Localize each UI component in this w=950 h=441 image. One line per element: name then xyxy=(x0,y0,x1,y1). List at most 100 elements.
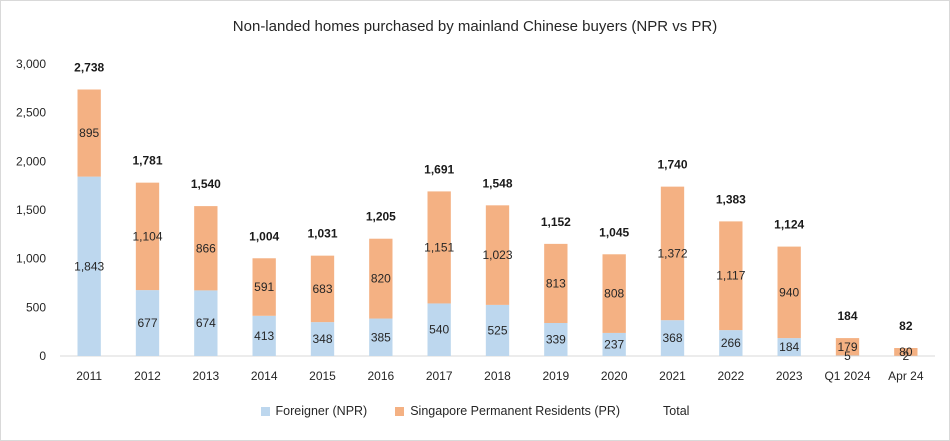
x-tick-label: 2015 xyxy=(309,369,336,383)
x-tick-label: 2011 xyxy=(76,369,102,383)
data-label-total: 1,031 xyxy=(307,227,337,241)
bar-pr xyxy=(777,246,801,339)
bar-npr xyxy=(252,315,276,356)
legend-swatch-total xyxy=(648,407,657,416)
y-tick-label: 1,000 xyxy=(16,252,46,266)
data-label-npr: 348 xyxy=(312,332,332,346)
legend-swatch-npr xyxy=(260,406,270,416)
bar-pr xyxy=(660,186,685,321)
data-label-total: 82 xyxy=(899,319,913,333)
legend-swatch-pr xyxy=(395,406,405,416)
bar-pr xyxy=(135,182,160,291)
data-label-npr: 540 xyxy=(429,323,449,337)
data-label-npr: 266 xyxy=(721,336,741,350)
legend-item-total: Total xyxy=(648,404,689,418)
bar-pr xyxy=(252,258,276,316)
x-tick-label: 2017 xyxy=(426,369,453,383)
y-tick-label: 0 xyxy=(39,349,46,363)
data-label-total: 1,540 xyxy=(191,177,221,191)
bar-pr xyxy=(894,348,918,356)
data-label-npr: 184 xyxy=(779,340,799,354)
bar-pr xyxy=(602,254,626,333)
data-label-npr: 5 xyxy=(844,349,851,363)
bar-npr xyxy=(194,290,218,356)
x-tick-label: 2014 xyxy=(251,369,278,383)
data-label-total: 1,045 xyxy=(599,225,629,239)
data-label-pr: 80 xyxy=(899,345,913,359)
x-tick-label: 2012 xyxy=(134,369,161,383)
data-label-npr: 339 xyxy=(546,333,566,347)
data-label-pr: 895 xyxy=(79,126,99,140)
bar-pr xyxy=(719,221,743,331)
data-label-pr: 808 xyxy=(604,287,624,301)
bar-npr xyxy=(427,303,451,356)
data-label-npr: 413 xyxy=(254,329,274,343)
data-label-pr: 591 xyxy=(254,280,274,294)
x-tick-label: 2016 xyxy=(367,369,394,383)
y-tick-label: 2,500 xyxy=(16,106,46,120)
bar-pr xyxy=(310,255,335,323)
data-label-total: 1,004 xyxy=(249,229,279,243)
y-tick-label: 500 xyxy=(26,300,46,314)
x-tick-label: 2022 xyxy=(717,369,744,383)
data-label-npr: 677 xyxy=(137,316,157,330)
legend-item-npr: Foreigner (NPR) xyxy=(260,404,368,418)
x-tick-label: 2023 xyxy=(776,369,803,383)
data-label-npr: 1,843 xyxy=(74,259,104,273)
legend-label-npr: Foreigner (NPR) xyxy=(275,404,368,418)
data-label-npr: 2 xyxy=(902,349,909,363)
x-tick-label: Q1 2024 xyxy=(824,369,870,383)
legend: Foreigner (NPR) Singapore Permanent Resi… xyxy=(0,404,950,418)
data-label-pr: 820 xyxy=(371,272,391,286)
bar-pr xyxy=(194,206,218,291)
data-label-total: 1,691 xyxy=(424,162,454,176)
data-label-npr: 525 xyxy=(487,323,507,337)
data-label-npr: 368 xyxy=(662,331,682,345)
x-tick-label: 2013 xyxy=(192,369,219,383)
x-tick-label: 2021 xyxy=(659,369,686,383)
data-label-pr: 683 xyxy=(312,282,332,296)
bar-pr xyxy=(427,191,451,304)
y-tick-label: 1,500 xyxy=(16,203,46,217)
bar-npr xyxy=(135,290,160,356)
data-label-total: 1,383 xyxy=(716,192,746,206)
bar-npr xyxy=(77,176,101,356)
data-label-total: 1,152 xyxy=(541,215,571,229)
data-label-total: 2,738 xyxy=(74,61,104,75)
data-label-pr: 1,372 xyxy=(657,246,687,260)
data-label-pr: 1,151 xyxy=(424,240,454,254)
x-tick-label: 2020 xyxy=(601,369,628,383)
data-label-pr: 1,117 xyxy=(716,269,745,283)
legend-label-total: Total xyxy=(663,404,690,418)
legend-item-pr: Singapore Permanent Residents (PR) xyxy=(395,404,620,418)
data-label-pr: 1,023 xyxy=(482,248,512,262)
data-label-pr: 940 xyxy=(779,285,799,299)
data-label-npr: 674 xyxy=(196,316,216,330)
bar-npr xyxy=(310,322,335,356)
y-tick-label: 3,000 xyxy=(16,57,46,71)
data-label-pr: 179 xyxy=(837,340,857,354)
bar-pr xyxy=(77,89,101,177)
x-tick-label: Apr 24 xyxy=(888,369,924,383)
bar-npr xyxy=(544,323,568,356)
data-label-total: 1,740 xyxy=(657,158,687,172)
x-tick-label: 2018 xyxy=(484,369,511,383)
bar-npr xyxy=(777,338,801,356)
chart-title: Non-landed homes purchased by mainland C… xyxy=(232,18,718,35)
data-label-npr: 237 xyxy=(604,337,624,351)
bar-pr xyxy=(485,205,510,305)
bar-npr xyxy=(369,318,393,356)
data-label-pr: 866 xyxy=(196,241,216,255)
y-tick-label: 2,000 xyxy=(16,154,46,168)
data-label-total: 1,205 xyxy=(366,210,396,224)
data-label-total: 1,548 xyxy=(482,176,512,190)
bar-pr xyxy=(544,243,568,324)
bar-npr xyxy=(485,304,510,356)
data-label-npr: 385 xyxy=(371,330,391,344)
data-label-total: 1,124 xyxy=(774,218,804,232)
bar-npr xyxy=(602,332,626,356)
bar-npr xyxy=(719,330,743,356)
legend-label-pr: Singapore Permanent Residents (PR) xyxy=(410,404,621,418)
data-label-total: 1,781 xyxy=(132,154,162,168)
bar-npr xyxy=(660,320,685,356)
